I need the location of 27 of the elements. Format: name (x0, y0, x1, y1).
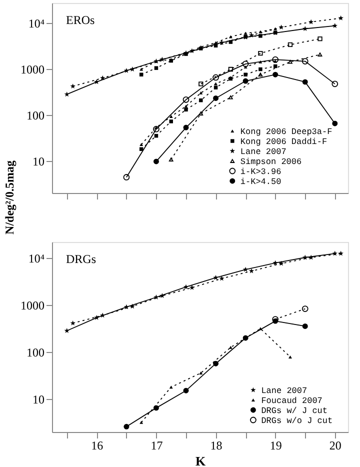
legend-label: Kong 2006 Deep3a-F (240, 127, 332, 137)
legend-label: Lane 2007 (240, 147, 286, 157)
y-tick-label: 100 (26, 108, 44, 122)
x-axis-title: K (195, 454, 206, 467)
y-tick-label: 10⁴ (28, 252, 44, 266)
legend-label: DRGs w/o J cut (261, 416, 333, 426)
y-tick-label: 1000 (20, 62, 44, 76)
legend-label: Foucaud 2007 (261, 396, 322, 406)
legend-label: i-K>4.50 (240, 177, 282, 187)
legend-label: Kong 2006 Daddi-F (240, 137, 328, 147)
legend-label: i-K>3.96 (240, 167, 282, 177)
y-axis-title: N/deg²/0.5mag (2, 160, 16, 234)
y-tick-label: 10 (32, 154, 44, 168)
legend-label: DRGs w/ J cut (261, 406, 328, 416)
legend-label: Lane 2007 (261, 386, 308, 396)
x-tick-label: 16 (91, 438, 104, 452)
y-tick-label: 100 (26, 346, 44, 360)
y-tick-label: 10 (32, 392, 44, 407)
annotation: EROs (66, 13, 95, 27)
y-tick-label: 10⁴ (28, 16, 44, 30)
x-tick-label: 17 (150, 438, 163, 452)
annotation: DRGs (66, 252, 96, 266)
y-tick-label: 1000 (20, 298, 44, 313)
x-tick-label: 18 (210, 438, 222, 452)
x-tick-label: 20 (329, 438, 342, 452)
x-tick-label: 19 (270, 438, 282, 452)
legend-label: Simpson 2006 (240, 157, 302, 167)
